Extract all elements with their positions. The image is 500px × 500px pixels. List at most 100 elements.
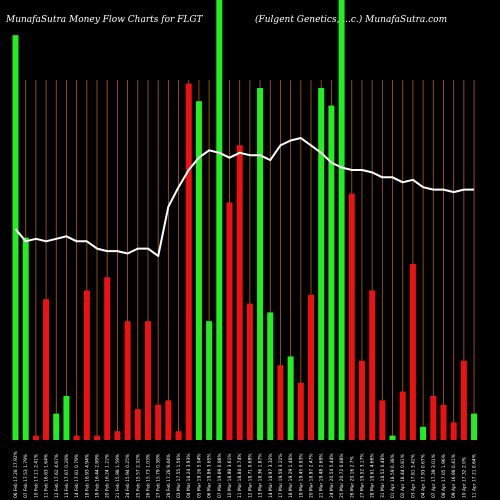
price-line-series [14, 137, 474, 257]
x-tick-label: 24 Mar 20.54 5.44% [329, 453, 335, 498]
bar [358, 360, 365, 440]
bar [430, 396, 437, 440]
bar [420, 426, 427, 440]
x-tick-label: 12 Feb 17.62 4.67% [54, 454, 60, 498]
bar [185, 83, 192, 440]
bar [379, 400, 386, 440]
x-tick-label: 04 Mar 18.24 3.93% [186, 453, 192, 498]
x-tick-label: 31 Mar 18.52 0.48% [380, 453, 386, 498]
bar [409, 264, 416, 440]
x-tick-label: 19 Mar 19.45 0.83% [298, 453, 304, 498]
bar [12, 35, 19, 440]
x-tick-label: 14 Mar 18.97 3.32% [268, 453, 274, 498]
x-tick-label: 04 Apr 17.93 0.67% [421, 454, 427, 498]
x-tick-label: 13 Feb 17.67 0.28% [64, 454, 70, 498]
bar [73, 435, 80, 440]
x-tick-label: 03 Mar 17.55 1.56% [176, 453, 182, 498]
x-tick-label: 11 Feb 16.83 1.64% [44, 454, 50, 498]
bar [440, 404, 447, 440]
x-tick-label: 27 Mar 19.52 3.17% [359, 453, 365, 498]
price-line [14, 137, 474, 257]
x-tick-label: 06 Feb 17.28 17.92% [13, 451, 19, 498]
bar [104, 277, 111, 440]
x-tick-label: 25 Mar 20.72 0.88% [339, 453, 345, 498]
x-tick-label: 28 Feb 17.28 9.44% [166, 454, 172, 498]
bar [43, 299, 50, 440]
bar [94, 435, 101, 440]
x-tick-label: 07 Apr 17.39 3.01% [431, 454, 437, 498]
bar [308, 294, 315, 440]
x-tick-label: 12 Mar 18.71 0.69% [247, 453, 253, 498]
x-tick-label: 17 Mar 19.58 3.22% [278, 453, 284, 498]
x-tick-label: 06 Mar 19.86 3.65% [207, 453, 213, 498]
bar [369, 290, 376, 440]
x-tick-label: 09 Apr 16.98 0.41% [451, 454, 457, 498]
bar [348, 193, 355, 440]
x-tick-label: 13 Mar 18.36 1.87% [258, 453, 264, 498]
x-tick-label: 20 Feb 16.24 1.22% [105, 454, 111, 498]
bar [165, 400, 172, 440]
x-tick-label: 27 Feb 15.79 0.38% [156, 454, 162, 498]
bar [32, 435, 39, 440]
bar [155, 404, 162, 440]
x-tick-label: 24 Feb 15.94 0.25% [125, 454, 131, 498]
bar-series [12, 0, 478, 440]
x-tick-label: 11 Mar 18.84 0.74% [237, 453, 243, 498]
x-tick-label: 07 Feb 17.53 1.79% [23, 454, 29, 498]
bar [22, 237, 29, 440]
bar [267, 312, 274, 440]
x-tick-label: 10 Mar 18.98 3.61% [227, 453, 233, 498]
bar [124, 321, 131, 440]
bar [460, 360, 467, 440]
x-tick-label: 11 Apr 17.21 0.64% [472, 454, 478, 498]
bar [287, 356, 294, 440]
chart-title-right: (Fulgent Genetics, ...c.) MunafaSutra.co… [255, 14, 447, 25]
bar [399, 391, 406, 440]
bar [195, 101, 202, 440]
bar [257, 88, 264, 440]
bar [114, 431, 121, 440]
x-tick-label: 07 Mar 19.69 0.86% [217, 453, 223, 498]
x-tick-label: 01 Apr 18.59 0.38% [390, 454, 396, 498]
bar [328, 105, 335, 440]
bar [338, 0, 345, 440]
bar [134, 409, 141, 440]
bar [216, 0, 223, 440]
bar [297, 382, 304, 440]
x-tick-label: 26 Feb 15.73 1.03% [145, 454, 151, 498]
bar [144, 321, 151, 440]
x-tick-label: 02 Apr 18.44 0.81% [400, 454, 406, 498]
x-tick-label: 08 Apr 17.05 1.96% [441, 454, 447, 498]
bar [277, 365, 284, 440]
bar [450, 422, 457, 440]
bar [226, 202, 233, 440]
bar [236, 145, 243, 440]
x-axis-tick-labels: 06 Feb 17.28 17.92% 07 Feb 17.53 1.79% 10 … [13, 451, 478, 498]
x-tick-label: 18 Mar 19.29 1.48% [288, 453, 294, 498]
bar [53, 413, 60, 440]
x-tick-label: 18 Feb 16.93 4.94% [84, 454, 90, 498]
bar [206, 321, 213, 440]
bar [471, 413, 478, 440]
x-tick-label: 10 Feb 17.11 2.41% [33, 454, 39, 498]
x-tick-label: 10 Apr 17.32 2.0% [461, 457, 467, 498]
x-tick-label: 03 Apr 17.81 3.42% [410, 454, 416, 498]
chart-title: MunafaSutra Money Flow Charts for FLGT (… [5, 14, 447, 25]
bar [246, 303, 253, 440]
x-tick-label: 21 Mar 19.48 2.69% [319, 453, 325, 498]
chart-title-left: MunafaSutra Money Flow Charts for FLGT [5, 15, 204, 25]
x-tick-label: 14 Feb 17.81 0.79% [74, 454, 80, 498]
bar [63, 396, 70, 440]
x-tick-label: 05 Mar 19.16 5.04% [196, 453, 202, 498]
bar [318, 88, 325, 440]
x-tick-label: 26 Mar 20.16 2.7% [349, 456, 355, 498]
x-tick-label: 21 Feb 15.98 1.59% [115, 454, 121, 498]
bar [83, 290, 90, 440]
x-tick-label: 28 Mar 18.61 4.66% [370, 453, 376, 498]
bar [175, 431, 182, 440]
x-tick-label: 20 Mar 18.97 2.47% [309, 453, 315, 498]
bar [389, 435, 396, 440]
x-tick-label: 25 Feb 15.57 2.32% [135, 454, 141, 498]
x-tick-label: 19 Feb 16.44 2.89% [95, 454, 101, 498]
